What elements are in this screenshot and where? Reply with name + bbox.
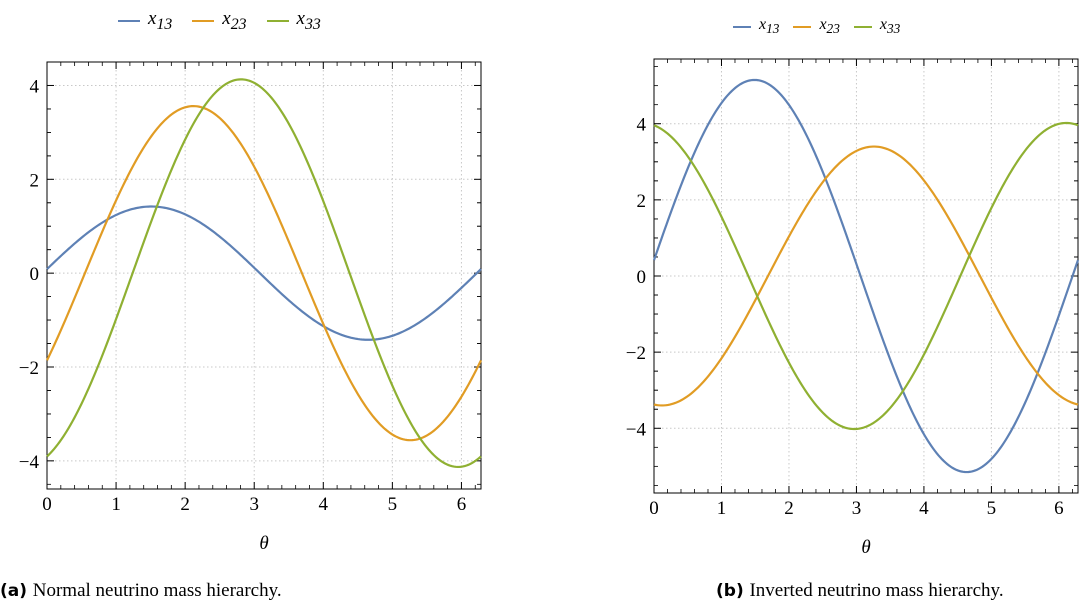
chart-b: 0 1 2 3 4 5 6 −4 −2 0 2 4 θ (626, 58, 1080, 558)
x-tick-label: 3 (852, 498, 862, 519)
caption-b-text: Inverted neutrino mass hierarchy. (749, 580, 1004, 601)
legend-swatch-x33 (266, 19, 289, 22)
y-tick-label: 4 (637, 115, 647, 136)
legend-label-x13: x13 (148, 8, 173, 33)
series-line-x33 (653, 121, 1079, 431)
legend-swatch-x13 (733, 25, 751, 28)
x-axis-title: θ (861, 537, 870, 558)
figure-panel-a: x13 x23 x33 0 1 2 3 4 5 6 −4 −2 0 2 4 θ (a) Normal n… (0, 8, 482, 602)
series-line-x13 (652, 78, 1080, 474)
x-tick-label: 6 (457, 494, 467, 515)
legend-swatch-x13 (118, 19, 140, 22)
x-axis-title: θ (259, 533, 268, 554)
y-tick-label: −4 (19, 452, 40, 473)
x-tick-label: 0 (649, 498, 659, 519)
y-tick-label: −2 (19, 358, 39, 379)
legend-item-x23: x23 (192, 8, 247, 34)
legend-swatch-x33 (853, 25, 872, 28)
legend-b: x13 x23 x33 (733, 16, 900, 37)
legend-a: x13 x23 x33 (118, 8, 321, 34)
chart-a: 0 1 2 3 4 5 6 −4 −2 0 2 4 θ (19, 61, 482, 554)
figure-panel-b: x13 x23 x33 0 1 2 3 4 5 6 −4 −2 0 2 4 θ (b) Inverted… (540, 0, 1080, 608)
y-tick-label: 2 (30, 170, 40, 191)
x-tick-label: 4 (919, 498, 929, 519)
caption-b-label: (b) (716, 581, 744, 601)
legend-item-x13: x13 (733, 16, 779, 37)
legend-label-x33: x33 (879, 16, 901, 37)
x-tick-label: 1 (111, 494, 121, 515)
series-line-x13 (46, 205, 482, 341)
legend-item-x13: x13 (118, 8, 172, 34)
series-line-x33 (46, 78, 482, 469)
x-tick-label: 5 (987, 498, 997, 519)
legend-label-x23: x23 (222, 8, 247, 33)
legend-item-x33: x33 (266, 8, 321, 34)
x-tick-label: 6 (1054, 498, 1064, 519)
caption-a-label: (a) (0, 581, 28, 601)
y-tick-label: 2 (637, 191, 647, 212)
x-tick-label: 2 (180, 494, 190, 515)
legend-swatch-x23 (192, 19, 215, 22)
plot-frame (46, 61, 482, 490)
legend-item-x23: x23 (793, 16, 840, 37)
legend-label-x23: x23 (819, 16, 840, 37)
legend-label-x13: x13 (759, 16, 780, 37)
caption-b: (b) Inverted neutrino mass hierarchy. (716, 580, 1004, 602)
caption-a: (a) Normal neutrino mass hierarchy. (0, 580, 282, 602)
series-line-x23 (653, 145, 1079, 407)
x-tick-label: 5 (388, 494, 398, 515)
x-tick-label: 2 (784, 498, 794, 519)
y-tick-label: 4 (30, 76, 40, 97)
x-tick-label: 4 (319, 494, 329, 515)
legend-swatch-x23 (793, 25, 812, 28)
series-line-x23 (46, 105, 482, 442)
legend-item-x33: x33 (853, 16, 901, 37)
y-tick-label: 0 (637, 267, 647, 288)
x-tick-label: 1 (717, 498, 727, 519)
y-tick-label: 0 (30, 264, 40, 285)
y-tick-label: −4 (626, 419, 647, 440)
legend-label-x33: x33 (296, 8, 321, 33)
y-tick-label: −2 (626, 343, 646, 364)
x-tick-label: 0 (42, 494, 52, 515)
x-tick-label: 3 (249, 494, 259, 515)
caption-a-text: Normal neutrino mass hierarchy. (32, 580, 282, 601)
